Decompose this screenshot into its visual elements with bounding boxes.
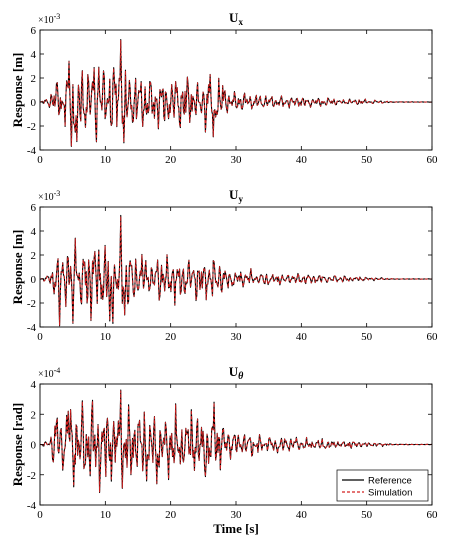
x-tick-label: 60 bbox=[427, 331, 439, 343]
series-group bbox=[40, 39, 432, 147]
x-tick-label: 30 bbox=[231, 154, 243, 166]
panel-title-subscript: y bbox=[238, 194, 243, 204]
y-axis-label: Response [rad] bbox=[10, 403, 25, 486]
axis-exponent-base: ×10 bbox=[38, 369, 54, 380]
x-tick-label: 10 bbox=[100, 331, 112, 343]
y-tick-label: 4 bbox=[31, 226, 37, 238]
panel-title-subscript: x bbox=[238, 17, 243, 27]
series-group bbox=[40, 389, 432, 494]
y-tick-label: -2 bbox=[27, 298, 36, 310]
legend-box bbox=[336, 469, 429, 502]
x-tick-label: 0 bbox=[37, 154, 43, 166]
axis-exponent-power: -3 bbox=[54, 12, 61, 21]
y-tick-label: 4 bbox=[31, 49, 37, 61]
y-tick-label: -2 bbox=[27, 121, 36, 133]
x-tick-label: 0 bbox=[37, 331, 43, 343]
y-tick-label: -4 bbox=[27, 145, 37, 157]
x-tick-label: 60 bbox=[427, 154, 439, 166]
x-tick-label: 50 bbox=[361, 509, 373, 521]
y-tick-label: 2 bbox=[31, 73, 37, 85]
y-tick-label: 0 bbox=[31, 97, 37, 109]
x-tick-label: 40 bbox=[296, 154, 308, 166]
x-axis-label: Time [s] bbox=[213, 521, 259, 536]
axis-exponent-power: -4 bbox=[54, 366, 61, 375]
panel-title-main: U bbox=[229, 10, 239, 25]
x-tick-label: 20 bbox=[165, 331, 177, 343]
y-tick-label: 2 bbox=[31, 409, 37, 421]
plot-area bbox=[40, 30, 432, 150]
y-axis-label: Response [m] bbox=[10, 53, 25, 128]
y-axis-label: Response [m] bbox=[10, 230, 25, 305]
y-tick-label: 0 bbox=[31, 440, 37, 452]
panel-title-main: U bbox=[229, 364, 239, 379]
y-tick-label: 2 bbox=[31, 250, 37, 262]
y-tick-label: 6 bbox=[31, 202, 37, 214]
series-simulation-line bbox=[40, 40, 432, 147]
x-tick-label: 50 bbox=[361, 331, 373, 343]
panel-title-subscript: θ bbox=[238, 371, 244, 382]
axis-exponent: ×10-4 bbox=[38, 366, 60, 380]
y-tick-label: -4 bbox=[27, 322, 37, 334]
y-tick-label: 6 bbox=[31, 25, 37, 37]
panel-title: Uθ bbox=[229, 364, 244, 382]
panel-title: Uy bbox=[229, 187, 243, 204]
y-tick-label: -2 bbox=[27, 470, 36, 482]
series-simulation-line bbox=[40, 390, 432, 493]
axis-exponent-power: -3 bbox=[54, 189, 61, 198]
x-tick-label: 10 bbox=[100, 509, 112, 521]
panel-title-main: U bbox=[229, 187, 239, 202]
x-tick-label: 10 bbox=[100, 154, 112, 166]
legend-label-reference: Reference bbox=[368, 476, 412, 487]
legend-label-simulation: Simulation bbox=[368, 488, 412, 499]
series-group bbox=[40, 214, 432, 327]
axis-exponent: ×10-3 bbox=[38, 189, 60, 203]
x-tick-label: 40 bbox=[296, 509, 308, 521]
y-tick-label: -4 bbox=[27, 500, 37, 512]
panel-title: Ux bbox=[229, 10, 243, 27]
axis-exponent-base: ×10 bbox=[38, 192, 54, 203]
y-tick-label: 0 bbox=[31, 274, 37, 286]
x-tick-label: 60 bbox=[427, 509, 439, 521]
x-tick-label: 30 bbox=[231, 331, 243, 343]
y-tick-label: 4 bbox=[31, 379, 37, 391]
chart-panel-1: 0 10 20 30 40 50 60 -4 -2 0 2 4 6×10-3 Ux Response [m] bbox=[10, 10, 438, 166]
x-tick-label: 0 bbox=[37, 509, 43, 521]
x-tick-label: 50 bbox=[361, 154, 373, 166]
x-tick-label: 40 bbox=[296, 331, 308, 343]
x-tick-label: 30 bbox=[231, 509, 243, 521]
axis-exponent-base: ×10 bbox=[38, 15, 54, 26]
chart-panel-2: 0 10 20 30 40 50 60 -4 -2 0 2 4 6×10-3 Uy Response [m] bbox=[10, 187, 438, 343]
axis-exponent: ×10-3 bbox=[38, 12, 60, 26]
x-tick-label: 20 bbox=[165, 509, 177, 521]
x-tick-label: 20 bbox=[165, 154, 177, 166]
